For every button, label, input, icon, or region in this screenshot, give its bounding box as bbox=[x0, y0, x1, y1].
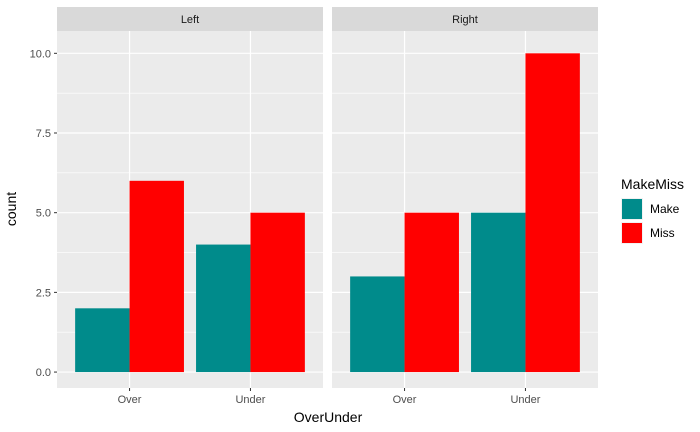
x-axis: Over Under Over Under bbox=[118, 388, 541, 406]
legend-label-make: Make bbox=[650, 202, 680, 216]
bar-right-under-miss bbox=[525, 53, 580, 373]
legend-title: MakeMiss bbox=[621, 176, 684, 192]
facet-panel-right: Right bbox=[332, 7, 598, 388]
y-tick-label: 10.0 bbox=[30, 48, 51, 60]
y-axis: 0.0 2.5 5.0 7.5 10.0 bbox=[30, 48, 57, 379]
facet-panels: Left Right bbox=[57, 7, 598, 388]
facet-strip bbox=[57, 7, 323, 31]
x-tick-label: Over bbox=[118, 394, 142, 406]
facet-strip bbox=[332, 7, 598, 31]
legend-key-make bbox=[622, 199, 642, 219]
x-tick-label: Under bbox=[235, 394, 265, 406]
legend-key-miss bbox=[622, 223, 642, 243]
y-tick-label: 7.5 bbox=[36, 128, 51, 140]
facet-strip-label: Right bbox=[452, 14, 478, 26]
y-tick-label: 2.5 bbox=[36, 287, 51, 299]
bar-right-under-make bbox=[471, 212, 526, 373]
facet-panel-left: Left bbox=[57, 7, 323, 388]
legend-label-miss: Miss bbox=[650, 226, 675, 240]
y-tick-label: 5.0 bbox=[36, 208, 51, 220]
bar-right-over-miss bbox=[404, 212, 459, 373]
x-axis-title: OverUnder bbox=[294, 409, 363, 425]
bar-left-under-make bbox=[196, 244, 251, 373]
y-tick-label: 0.0 bbox=[36, 367, 51, 379]
bar-left-under-miss bbox=[250, 212, 305, 373]
legend: MakeMiss MakeMiss bbox=[621, 176, 684, 244]
x-tick-label: Under bbox=[510, 394, 540, 406]
bar-left-over-miss bbox=[129, 180, 184, 373]
facet-strip-label: Left bbox=[181, 14, 199, 26]
y-axis-title: count bbox=[3, 192, 19, 226]
x-tick-label: Over bbox=[393, 394, 417, 406]
bar-left-over-make bbox=[75, 308, 130, 373]
bar-right-over-make bbox=[350, 276, 405, 373]
